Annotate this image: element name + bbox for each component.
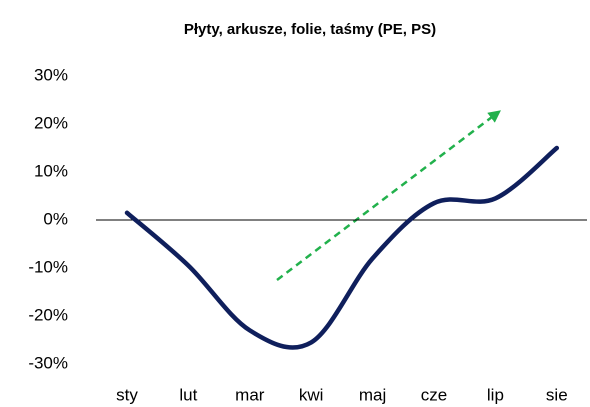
y-tick-label: -10% — [28, 257, 68, 276]
x-tick-label: mar — [235, 385, 265, 404]
x-tick-label: kwi — [299, 385, 324, 404]
y-tick-label: 0% — [43, 209, 68, 228]
series-line — [124, 145, 560, 350]
x-tick-label: lip — [487, 385, 504, 404]
x-tick-label: maj — [359, 385, 386, 404]
chart-title: Płyty, arkusze, folie, taśmy (PE, PS) — [184, 21, 436, 38]
x-tick-label: sie — [546, 385, 568, 404]
trend-arrow — [276, 110, 501, 281]
y-tick-label: -30% — [28, 353, 68, 372]
x-tick-label: cze — [421, 385, 447, 404]
y-tick-label: 10% — [34, 161, 68, 180]
y-tick-label: -20% — [28, 305, 68, 324]
y-tick-label: 20% — [34, 113, 68, 132]
x-tick-label: lut — [179, 385, 197, 404]
x-tick-label: sty — [116, 385, 138, 404]
y-tick-label: 30% — [34, 65, 68, 84]
